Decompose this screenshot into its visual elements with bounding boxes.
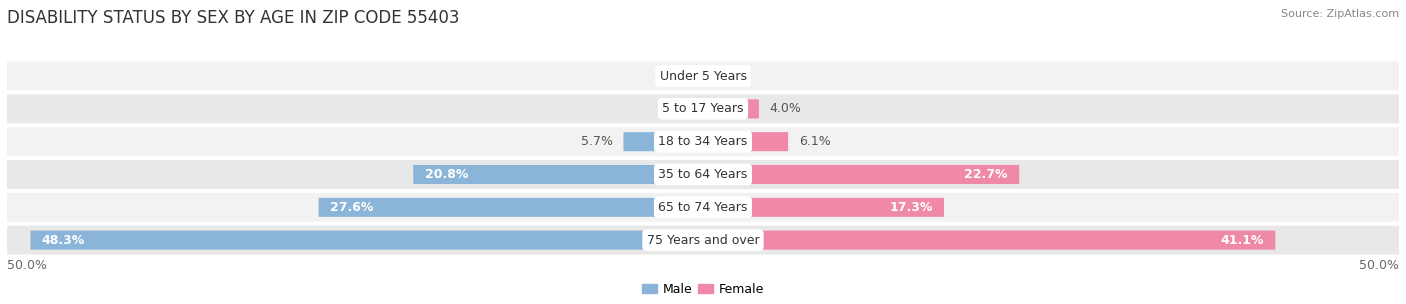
- FancyBboxPatch shape: [7, 127, 1399, 156]
- Text: 22.7%: 22.7%: [965, 168, 1008, 181]
- Text: 27.6%: 27.6%: [330, 201, 374, 214]
- Text: 48.3%: 48.3%: [42, 233, 86, 247]
- Text: 17.3%: 17.3%: [890, 201, 932, 214]
- FancyBboxPatch shape: [703, 231, 1275, 250]
- Text: DISABILITY STATUS BY SEX BY AGE IN ZIP CODE 55403: DISABILITY STATUS BY SEX BY AGE IN ZIP C…: [7, 9, 460, 27]
- Text: 5 to 17 Years: 5 to 17 Years: [662, 102, 744, 115]
- FancyBboxPatch shape: [7, 160, 1399, 189]
- FancyBboxPatch shape: [413, 165, 703, 184]
- FancyBboxPatch shape: [7, 95, 1399, 123]
- Text: 20.8%: 20.8%: [425, 168, 468, 181]
- Text: 5.7%: 5.7%: [581, 135, 613, 148]
- Text: Under 5 Years: Under 5 Years: [659, 70, 747, 83]
- FancyBboxPatch shape: [31, 231, 703, 250]
- Text: 18 to 34 Years: 18 to 34 Years: [658, 135, 748, 148]
- FancyBboxPatch shape: [7, 62, 1399, 91]
- FancyBboxPatch shape: [703, 99, 759, 118]
- Text: 65 to 74 Years: 65 to 74 Years: [658, 201, 748, 214]
- FancyBboxPatch shape: [623, 132, 703, 151]
- Text: 6.1%: 6.1%: [799, 135, 831, 148]
- FancyBboxPatch shape: [703, 165, 1019, 184]
- Text: 41.1%: 41.1%: [1220, 233, 1264, 247]
- Text: 0.0%: 0.0%: [710, 70, 742, 83]
- FancyBboxPatch shape: [319, 198, 703, 217]
- Text: 50.0%: 50.0%: [1360, 259, 1399, 272]
- Text: 50.0%: 50.0%: [7, 259, 46, 272]
- Text: 0.0%: 0.0%: [664, 102, 696, 115]
- Text: 35 to 64 Years: 35 to 64 Years: [658, 168, 748, 181]
- Legend: Male, Female: Male, Female: [637, 278, 769, 301]
- FancyBboxPatch shape: [7, 226, 1399, 254]
- Text: 4.0%: 4.0%: [770, 102, 801, 115]
- FancyBboxPatch shape: [7, 193, 1399, 222]
- Text: Source: ZipAtlas.com: Source: ZipAtlas.com: [1281, 9, 1399, 19]
- Text: 75 Years and over: 75 Years and over: [647, 233, 759, 247]
- FancyBboxPatch shape: [703, 198, 943, 217]
- FancyBboxPatch shape: [703, 132, 789, 151]
- Text: 0.0%: 0.0%: [664, 70, 696, 83]
